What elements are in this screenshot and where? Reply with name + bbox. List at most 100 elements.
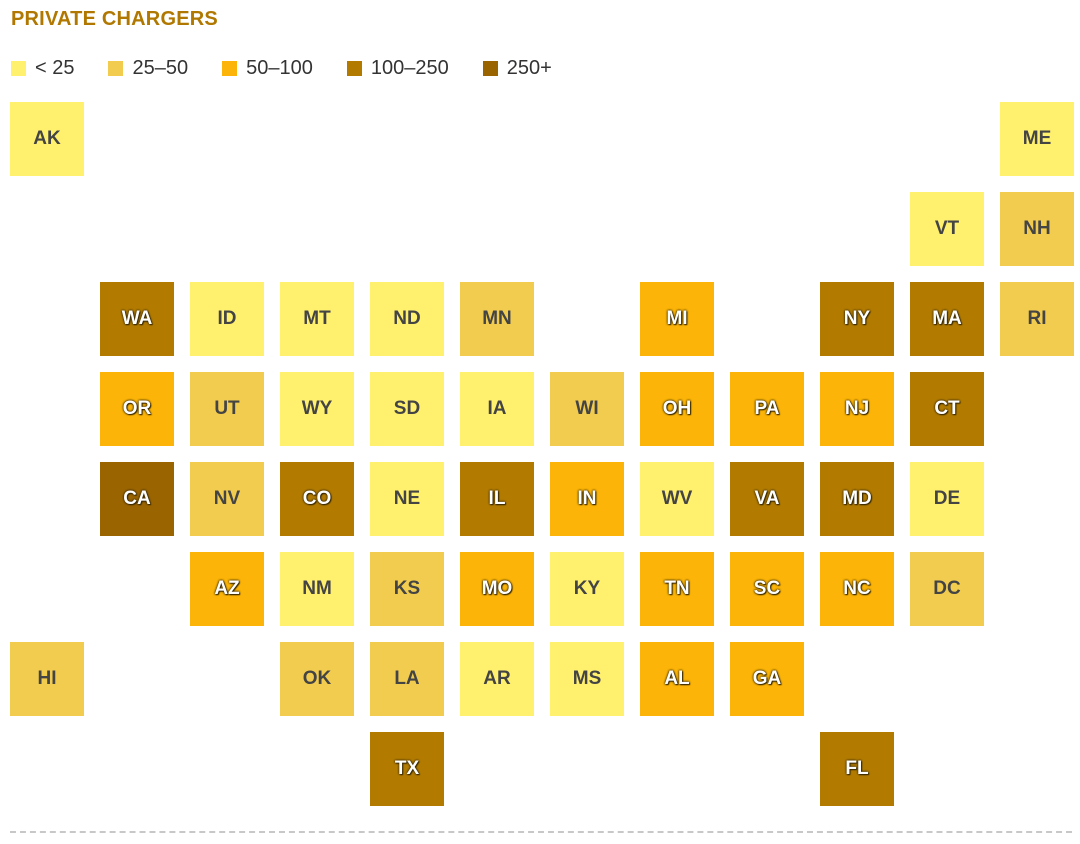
state-tile-tn: TN <box>640 552 714 626</box>
state-tile-mn: MN <box>460 282 534 356</box>
legend-swatch <box>108 60 124 76</box>
state-tile-ct: CT <box>910 372 984 446</box>
legend-item: 250+ <box>482 56 552 80</box>
state-label: IA <box>487 398 507 419</box>
state-tile-ut: UT <box>190 372 264 446</box>
state-label: NC <box>843 578 871 599</box>
state-tile-la: LA <box>370 642 444 716</box>
legend-item: 25–50 <box>108 57 188 80</box>
state-label: HI <box>37 668 57 689</box>
state-label: SD <box>393 398 421 419</box>
state-tile-hi: HI <box>10 642 84 716</box>
state-tile-ky: KY <box>550 552 624 626</box>
state-label: TN <box>664 578 690 599</box>
state-tile-ny: NY <box>820 282 894 356</box>
state-tile-ms: MS <box>550 642 624 716</box>
state-label: OH <box>662 398 692 419</box>
state-tile-nj: NJ <box>820 372 894 446</box>
state-tile-il: IL <box>460 462 534 536</box>
state-tile-ia: IA <box>460 372 534 446</box>
state-label: MS <box>572 668 602 689</box>
state-label: NJ <box>844 398 870 419</box>
state-label: RI <box>1027 308 1047 329</box>
state-tile-mt: MT <box>280 282 354 356</box>
state-tile-ga: GA <box>730 642 804 716</box>
state-tile-ok: OK <box>280 642 354 716</box>
state-tile-ma: MA <box>910 282 984 356</box>
state-label: TX <box>394 758 420 779</box>
state-label: MO <box>481 578 513 599</box>
state-label: LA <box>394 668 420 689</box>
state-label: KS <box>393 578 421 599</box>
state-label: NE <box>393 488 421 509</box>
state-label: GA <box>752 668 782 689</box>
dashed-divider <box>10 831 1072 833</box>
state-label: DE <box>933 488 961 509</box>
legend-item: 50–100 <box>222 57 313 80</box>
state-label: ID <box>217 308 237 329</box>
state-tile-al: AL <box>640 642 714 716</box>
state-label: MA <box>932 308 962 329</box>
state-label: MN <box>482 308 512 329</box>
legend-swatch <box>222 60 238 76</box>
legend-label: 250+ <box>506 56 552 79</box>
state-label: OR <box>122 398 152 419</box>
state-label: MD <box>842 488 872 509</box>
state-tile-nm: NM <box>280 552 354 626</box>
map-title: PRIVATE CHARGERS <box>11 8 218 30</box>
state-tile-in: IN <box>550 462 624 536</box>
state-label: AK <box>33 128 61 149</box>
state-tile-fl: FL <box>820 732 894 806</box>
legend-item: 100–250 <box>346 56 449 80</box>
state-label: OK <box>302 668 332 689</box>
state-label: WA <box>121 308 153 329</box>
state-label: IL <box>488 488 506 509</box>
state-tile-ca: CA <box>100 462 174 536</box>
state-tile-me: ME <box>1000 102 1074 176</box>
state-label: NV <box>213 488 241 509</box>
state-label: UT <box>214 398 240 419</box>
state-tile-nh: NH <box>1000 192 1074 266</box>
state-tile-wy: WY <box>280 372 354 446</box>
state-tile-dc: DC <box>910 552 984 626</box>
state-label: NM <box>302 578 332 599</box>
state-tile-ri: RI <box>1000 282 1074 356</box>
state-label: MT <box>303 308 331 329</box>
state-label: CT <box>934 398 960 419</box>
state-tile-ak: AK <box>10 102 84 176</box>
state-label: CO <box>302 488 332 509</box>
state-label: NY <box>843 308 871 329</box>
state-tile-vt: VT <box>910 192 984 266</box>
state-tile-nc: NC <box>820 552 894 626</box>
legend-label: < 25 <box>35 56 75 79</box>
state-label: IN <box>577 488 597 509</box>
state-tile-or: OR <box>100 372 174 446</box>
state-tile-mi: MI <box>640 282 714 356</box>
legend-swatch <box>346 60 362 76</box>
state-tile-sc: SC <box>730 552 804 626</box>
state-label: MI <box>666 308 688 329</box>
state-tile-de: DE <box>910 462 984 536</box>
state-label: VA <box>754 488 780 509</box>
state-label: WI <box>575 398 599 419</box>
state-label: FL <box>845 758 869 779</box>
state-label: NH <box>1023 218 1051 239</box>
state-tile-oh: OH <box>640 372 714 446</box>
legend: < 25 25–50 50–100 100–250 250+ <box>11 56 586 80</box>
state-tile-wi: WI <box>550 372 624 446</box>
state-label: ND <box>393 308 421 329</box>
state-tile-md: MD <box>820 462 894 536</box>
state-tile-pa: PA <box>730 372 804 446</box>
legend-label: 100–250 <box>370 56 449 79</box>
state-tile-ne: NE <box>370 462 444 536</box>
state-tile-ks: KS <box>370 552 444 626</box>
state-label: VT <box>934 218 960 239</box>
state-tile-id: ID <box>190 282 264 356</box>
state-label: DC <box>933 578 961 599</box>
state-tile-mo: MO <box>460 552 534 626</box>
state-label: AZ <box>214 578 240 599</box>
state-label: PA <box>754 398 780 419</box>
state-tile-nd: ND <box>370 282 444 356</box>
state-label: AL <box>664 668 690 689</box>
